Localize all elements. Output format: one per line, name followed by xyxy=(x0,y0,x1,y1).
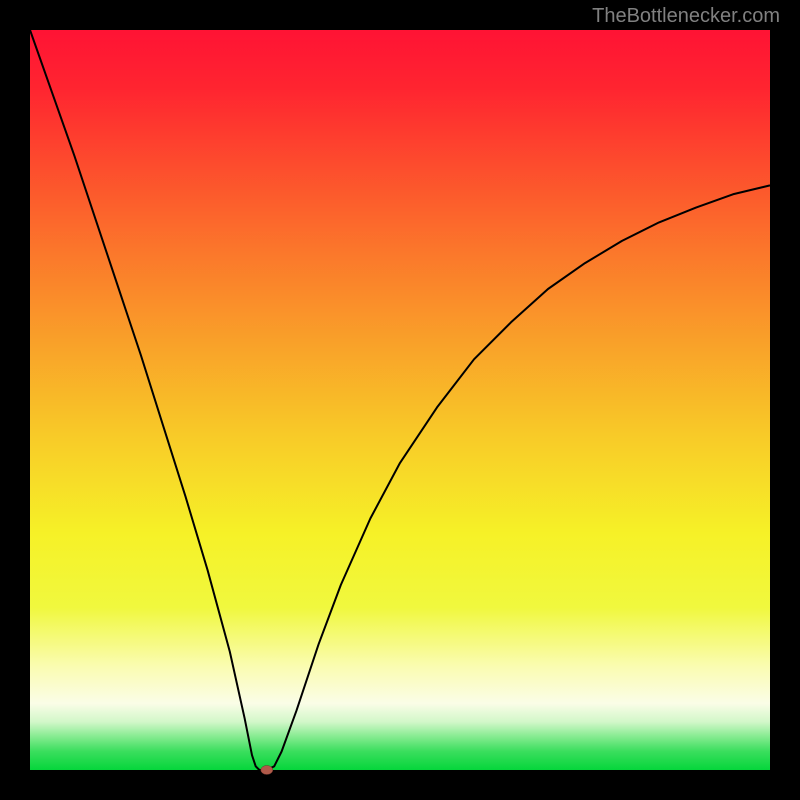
watermark-text: TheBottlenecker.com xyxy=(592,5,780,28)
chart-container: TheBottlenecker.com xyxy=(0,0,800,800)
plot-area xyxy=(30,30,770,770)
